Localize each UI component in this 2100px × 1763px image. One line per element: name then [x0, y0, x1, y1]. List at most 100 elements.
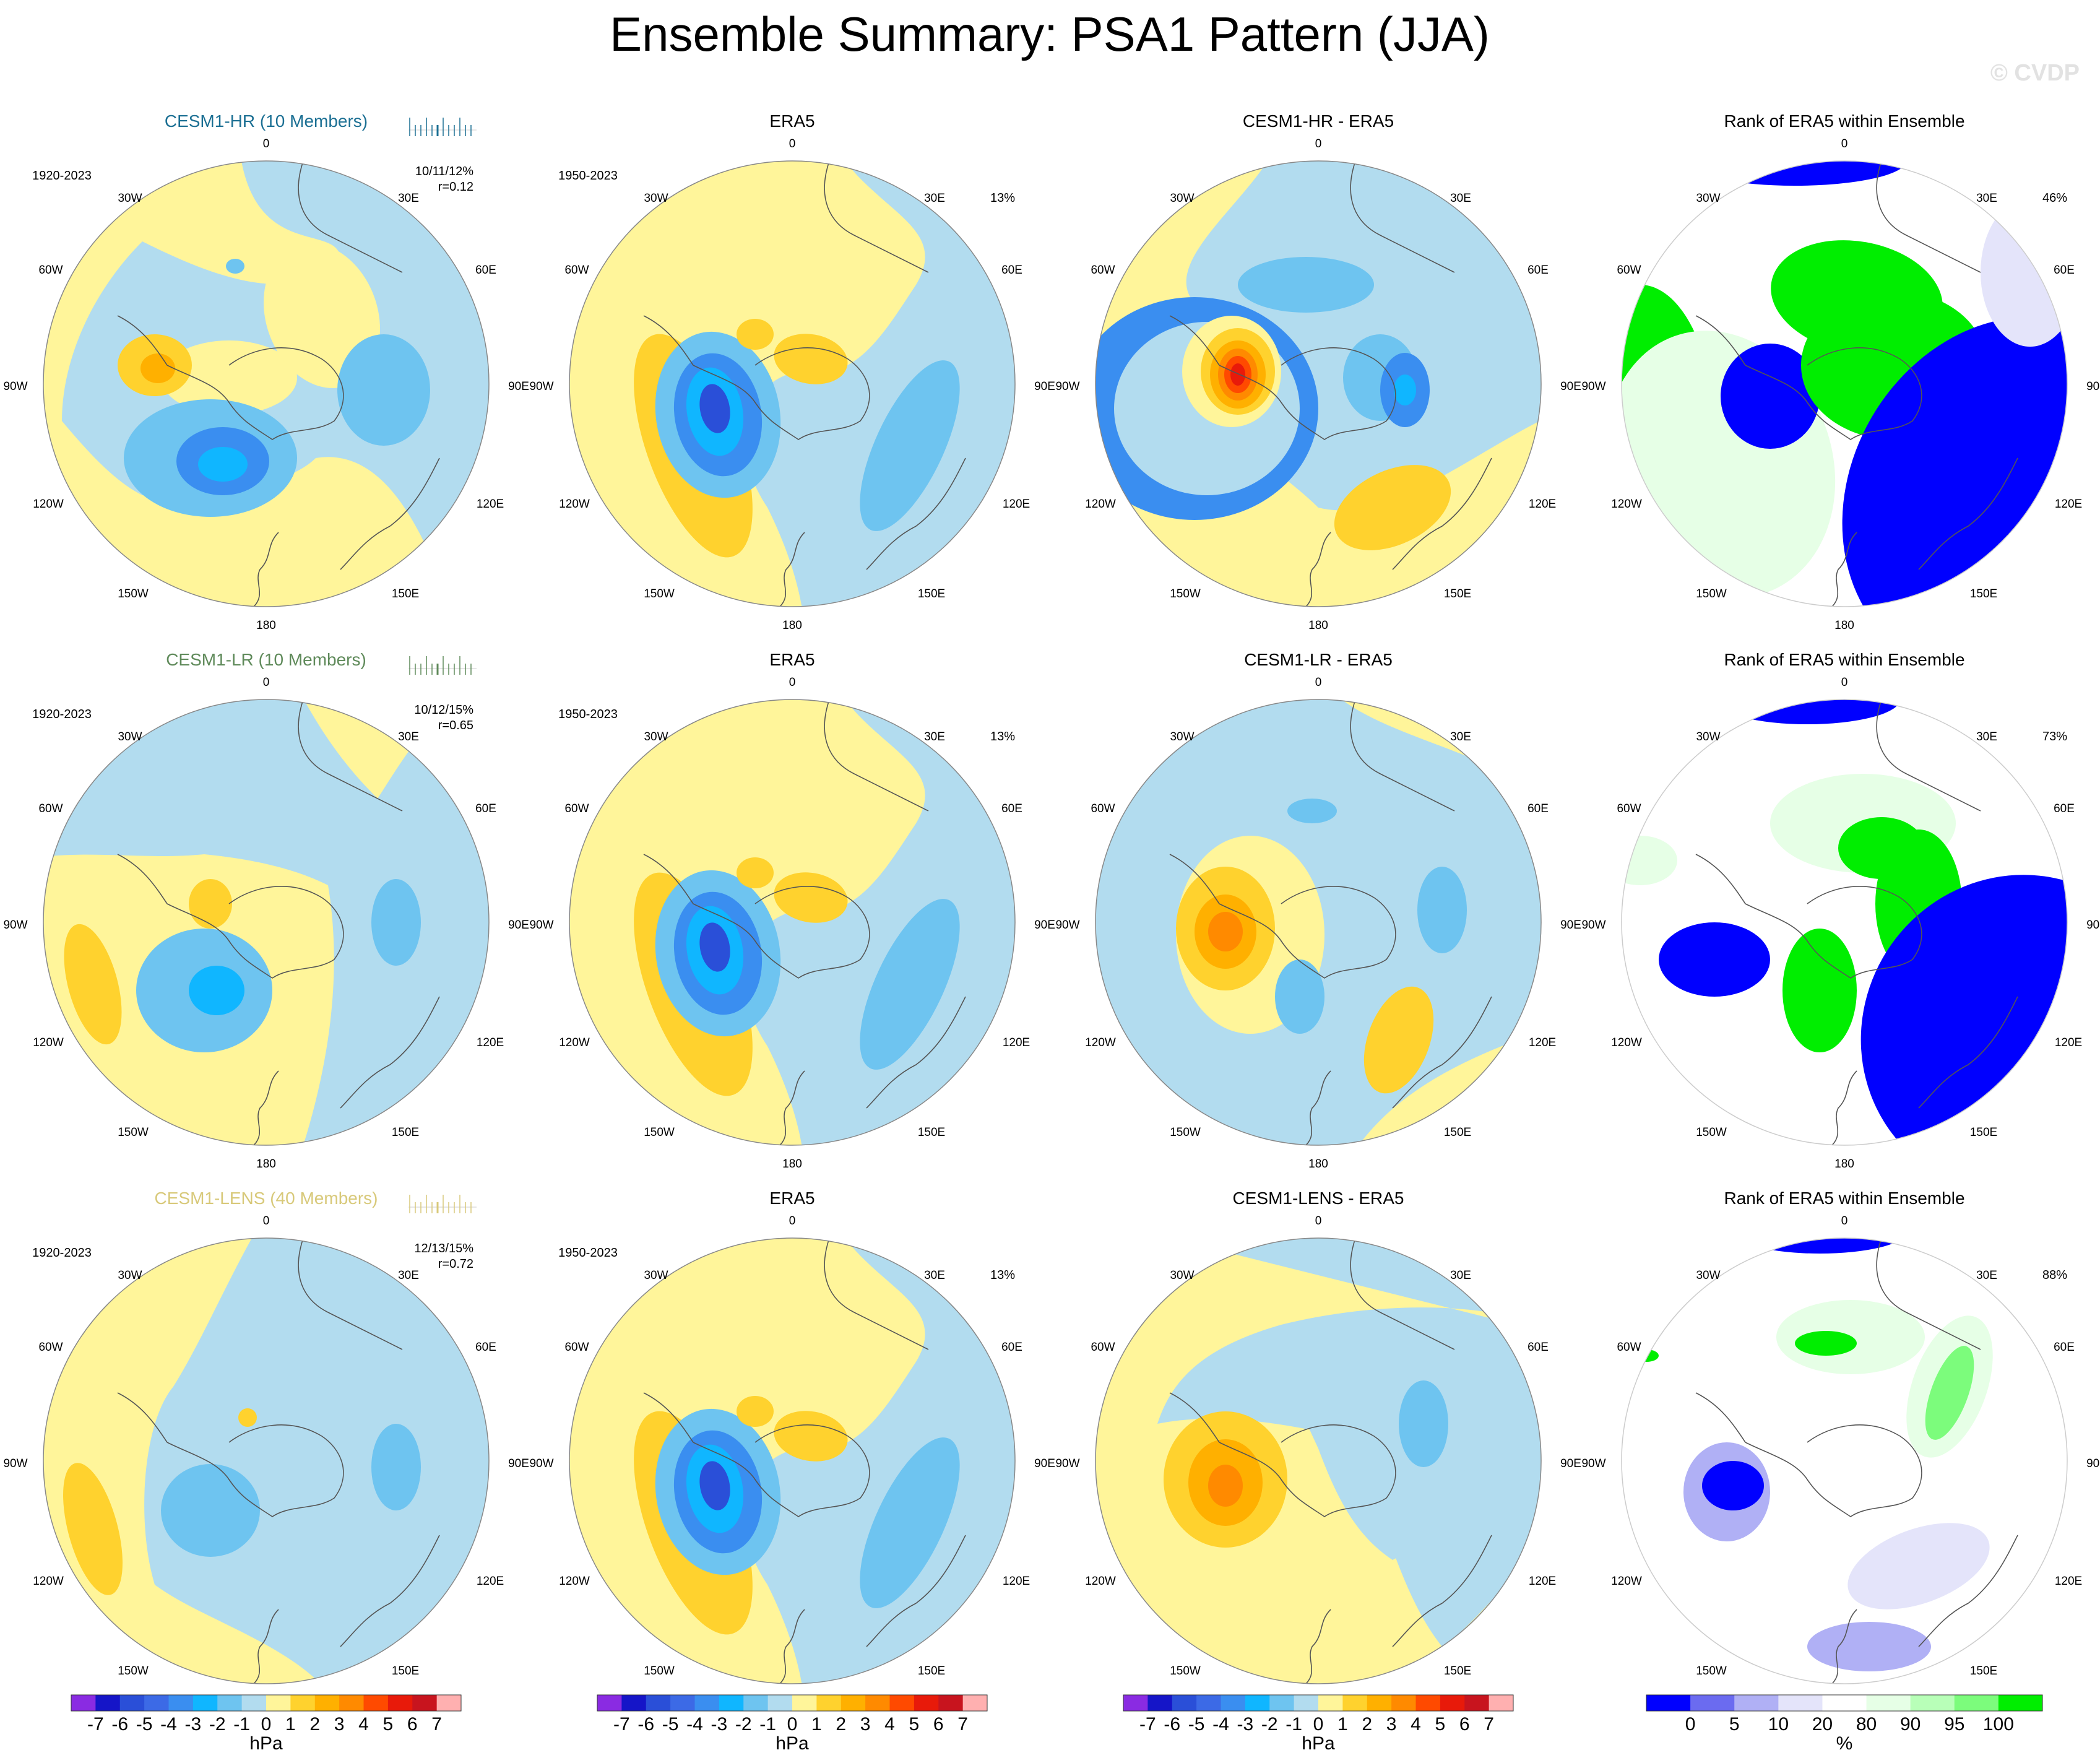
lon-label-top: 0: [789, 676, 796, 689]
coastline: [1350, 1238, 1455, 1350]
colorbar-swatch: [1690, 1695, 1735, 1711]
contour-region: [1733, 1238, 1906, 1254]
map-border: [43, 160, 490, 607]
contour-region: [1683, 161, 1906, 186]
colorbar-tick-label: -4: [686, 1714, 703, 1735]
lon-label-right: 90E: [2086, 380, 2100, 393]
lon-label-bottom: 180: [1834, 619, 1854, 632]
coastline: [298, 161, 403, 273]
figure-title: Ensemble Summary: PSA1 Pattern (JJA): [610, 7, 1490, 61]
lon-label-mid_upper_left: 60W: [564, 802, 589, 815]
lon-label-top: 0: [263, 1215, 270, 1228]
lon-label-top: 0: [1315, 1215, 1322, 1228]
colorbar-tick-label: 100: [1983, 1714, 2014, 1735]
colorbar-tick-label: 0: [1685, 1714, 1696, 1735]
map-border: [1095, 1237, 1542, 1684]
contour-region: [774, 1411, 848, 1462]
coastline: [1876, 700, 1981, 812]
coastline: [340, 996, 440, 1109]
lon-label-left: 90W: [3, 380, 27, 393]
coastline: [117, 315, 344, 440]
lon-label-bottom: 180: [782, 1158, 802, 1171]
lon-label-mid_lower_right: 120E: [477, 1036, 504, 1049]
lon-label-lower_right: 150E: [918, 587, 945, 600]
colorbar-tick-label: -7: [87, 1714, 104, 1735]
lon-label-mid_lower_left: 120W: [33, 1575, 64, 1588]
colorbar-swatch: [1646, 1695, 1691, 1711]
lon-label-mid_lower_right: 120E: [1529, 1575, 1556, 1588]
lon-label-mid_upper_right: 60E: [1001, 802, 1022, 815]
variance-percent-label: 13%: [990, 1268, 1015, 1282]
panel-diff-r1: 0 180 30W 30E 60W 60E 90W 90E 120W 120E 150W 150E CE…: [1055, 111, 1581, 632]
coastline: [779, 532, 805, 607]
colorbar-tick-label: -1: [759, 1714, 776, 1735]
coastline: [1305, 1070, 1331, 1145]
colorbar-tick-label: 4: [884, 1714, 895, 1735]
coastline: [253, 532, 279, 607]
contour-region: [860, 360, 960, 531]
colorbar-tick-label: -1: [233, 1714, 250, 1735]
map-field: [1095, 161, 1541, 607]
lon-label-mid_lower_right: 120E: [2055, 1575, 2082, 1588]
colorbar-tick-label: 6: [407, 1714, 418, 1735]
lon-label-bottom: 180: [256, 619, 276, 632]
lon-label-mid_upper_left: 60W: [38, 264, 63, 277]
coastline: [253, 1070, 279, 1145]
colorbar-tick-label: -3: [711, 1714, 728, 1735]
variance-percent-label: 46%: [2042, 191, 2067, 205]
map-border: [1095, 160, 1542, 607]
lon-label-upper_right: 30E: [924, 1269, 945, 1282]
contour-region: [140, 353, 175, 383]
lon-label-lower_right: 150E: [918, 1126, 945, 1139]
colorbar-swatch: [363, 1695, 389, 1711]
panel-title-diff: CESM1-LENS - ERA5: [1233, 1189, 1404, 1208]
coastline: [340, 457, 440, 570]
colorbar-hpa-1: -7 -6 -5 -4 -3 -2 -1 0 1 2 3 4 5 6 7 hPa: [71, 1694, 462, 1754]
lon-label-top: 0: [263, 676, 270, 689]
colorbar-swatch: [1318, 1695, 1343, 1711]
lon-label-right: 90E: [508, 919, 529, 932]
coastline: [1392, 1535, 1492, 1647]
coastline: [1918, 457, 2018, 570]
period-label: 1920-2023: [32, 1246, 92, 1260]
lon-label-left: 90W: [1581, 380, 1605, 393]
lon-label-right: 90E: [1034, 380, 1055, 393]
colorbar-swatch: [144, 1695, 169, 1711]
colorbar-swatch: [719, 1695, 744, 1711]
map-field: [43, 161, 489, 607]
panel-title-rank: Rank of ERA5 within Ensemble: [1724, 650, 1964, 669]
period-label: 1950-2023: [558, 1246, 618, 1260]
colorbar-swatch: [743, 1695, 769, 1711]
colorbar-tick-label: 90: [1900, 1714, 1921, 1735]
colorbar-unit-label: %: [1836, 1733, 1853, 1754]
lon-label-mid_upper_left: 60W: [564, 1341, 589, 1354]
coastline: [779, 1070, 805, 1145]
colorbar-unit-label: hPa: [1302, 1733, 1335, 1754]
period-label: 1920-2023: [32, 169, 92, 183]
contour-region: [1394, 375, 1416, 405]
coastline: [1305, 1609, 1331, 1684]
coastline: [866, 1535, 966, 1647]
colorbar-tick-label: 1: [811, 1714, 822, 1735]
lon-label-left: 90W: [529, 919, 553, 932]
lon-label-lower_right: 150E: [1444, 587, 1471, 600]
contour-region: [1238, 257, 1374, 313]
lon-label-lower_left: 150W: [118, 587, 149, 600]
colorbar-swatch: [1954, 1695, 1999, 1711]
coastline: [1169, 854, 1396, 979]
lon-label-right: 90E: [1560, 380, 1581, 393]
map-field: [569, 700, 1015, 1145]
lon-label-left: 90W: [1055, 380, 1079, 393]
colorbar-swatch: [1196, 1695, 1221, 1711]
panel-title-model: CESM1-HR (10 Members): [165, 111, 368, 131]
ensemble-spread-ticks: [408, 656, 477, 675]
coastline: [779, 1609, 805, 1684]
panel-title-model: CESM1-LR (10 Members): [166, 650, 366, 669]
panel-title-era5: ERA5: [769, 1189, 815, 1208]
colorbar-swatch: [266, 1695, 291, 1711]
coastline: [1695, 1392, 1922, 1517]
panel-rank-r3: 018030W30E60W60E90W90E120W120E150W150ERa…: [1581, 1189, 2100, 1709]
colorbar-pct: 0 5 10 20 80 90 95 100%: [1646, 1694, 2043, 1754]
